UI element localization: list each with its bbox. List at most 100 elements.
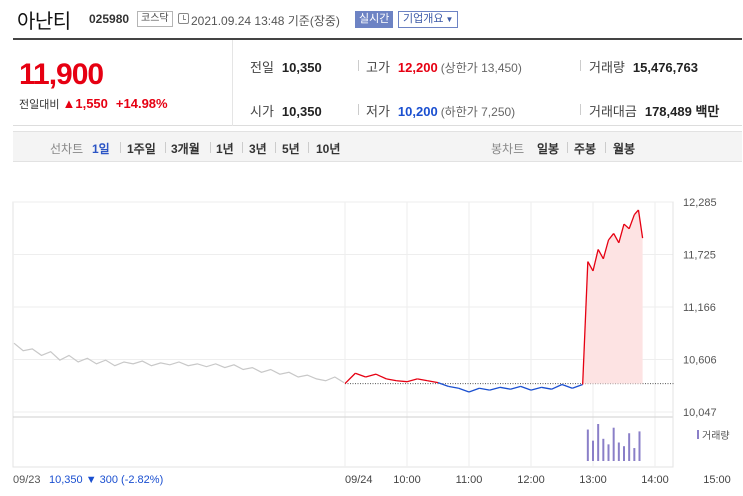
intraday-chart[interactable]: 12,285 11,725 11,166 10,606 10,047 거래량 09/23 1… xyxy=(0,190,743,496)
prev-close-label: 전일 xyxy=(250,60,274,75)
line-chart-label: 선차트 xyxy=(50,142,84,156)
volume-bar xyxy=(628,433,631,461)
today-series-segment xyxy=(582,261,589,385)
prev-close: 전일 10,350 xyxy=(250,57,322,76)
today-series-segment xyxy=(602,239,610,259)
prev-day-date: 09/23 xyxy=(13,474,41,486)
today-series-segment xyxy=(437,382,449,387)
volume-bar xyxy=(586,429,589,461)
separator xyxy=(358,60,359,71)
today-series-segment xyxy=(541,386,552,390)
today-series-segment xyxy=(468,387,480,393)
price-panel: 11,900 전일대비 ▲1,550 +14.98% 전일 10,350 시가 10,3… xyxy=(13,38,742,126)
volume-bar xyxy=(612,427,615,461)
today-series-segment xyxy=(530,386,542,391)
volume-bar xyxy=(623,446,625,461)
clock-icon xyxy=(178,13,189,24)
volume-legend-label: 거래량 xyxy=(702,430,730,442)
tab-monthly-candle[interactable]: 월봉 xyxy=(613,142,636,156)
today-series-segment xyxy=(637,209,644,239)
chart-frame xyxy=(12,201,674,468)
today-series-segment xyxy=(344,372,356,385)
prev-day-series xyxy=(13,342,345,384)
chevron-down-icon: ▼ xyxy=(445,15,454,24)
x-axis: 09/23 10,350 ▼ 300 (-2.82%) 09/24 10:00 11:0… xyxy=(13,474,731,486)
today-series-segment xyxy=(572,383,583,389)
tab-divider xyxy=(242,142,243,153)
volume-bar xyxy=(607,444,610,461)
candle-chart-label: 봉차트 xyxy=(491,142,525,156)
tab-1y[interactable]: 1년 xyxy=(216,142,234,156)
separator xyxy=(358,104,359,115)
company-overview-button[interactable]: 기업개요 ▼ xyxy=(398,11,459,28)
today-series-segment xyxy=(489,386,501,391)
y-tick-label: 11,725 xyxy=(683,250,716,262)
x-tick-label: 13:00 xyxy=(579,474,607,486)
today-series-segment xyxy=(633,209,639,216)
volume-bar xyxy=(617,442,620,461)
tab-divider xyxy=(567,142,568,153)
current-price: 11,900 xyxy=(19,58,104,91)
today-series-segment xyxy=(406,378,418,383)
market-badge: 코스닥 xyxy=(137,11,173,27)
high-price: 고가 12,200 (상한가 13,450) xyxy=(366,57,522,76)
separator xyxy=(580,60,581,71)
y-tick-label: 10,047 xyxy=(683,407,717,419)
today-series-segment xyxy=(396,380,408,383)
panel-divider xyxy=(232,40,233,126)
high-label: 고가 xyxy=(366,60,390,75)
x-tick-label: 11:00 xyxy=(456,474,483,486)
today-series-segment xyxy=(448,385,459,389)
volume-bar xyxy=(597,424,600,461)
prev-day-summary: 10,350 ▼ 300 (-2.82%) xyxy=(49,474,163,486)
tab-3m[interactable]: 3개월 xyxy=(171,142,200,156)
open-price: 시가 10,350 xyxy=(250,101,322,120)
volume-bar xyxy=(638,431,641,461)
today-series-segment xyxy=(375,373,387,380)
change-amount: 1,550 xyxy=(75,96,108,111)
tab-divider xyxy=(120,142,121,153)
tab-daily-candle[interactable]: 일봉 xyxy=(537,142,560,156)
y-axis: 12,285 11,725 11,166 10,606 10,047 거래량 xyxy=(683,197,730,442)
today-series-segment xyxy=(561,383,573,389)
today-series-segment xyxy=(479,387,490,391)
separator xyxy=(580,104,581,115)
today-series-segment xyxy=(510,385,521,390)
x-tick-label: 12:00 xyxy=(517,474,545,486)
low-label: 저가 xyxy=(366,104,390,119)
volume-bar xyxy=(602,438,605,461)
company-overview-label: 기업개요 xyxy=(403,13,444,25)
tab-1w[interactable]: 1주일 xyxy=(127,142,156,156)
volume-value: 15,476,763 xyxy=(632,60,698,75)
tab-1d[interactable]: 1일 xyxy=(92,142,110,156)
tab-10y[interactable]: 10년 xyxy=(316,142,341,156)
up-arrow-icon: ▲ xyxy=(62,96,76,111)
volume-bar xyxy=(592,440,594,461)
upper-limit: (상한가 13,450) xyxy=(440,61,522,75)
change-percent: +14.98% xyxy=(115,96,168,111)
volume-label: 거래량 xyxy=(589,60,625,75)
price-change: 전일대비 ▲1,550 +14.98% xyxy=(19,96,168,112)
stock-header: 아난티 025980 코스닥 2021.09.24 13:48 기준(장중) 실… xyxy=(0,0,743,38)
change-label: 전일대비 xyxy=(19,99,60,111)
realtime-button[interactable]: 실시간 xyxy=(355,11,394,28)
today-series-segment xyxy=(618,223,625,243)
high-value: 12,200 xyxy=(397,60,438,75)
today-line xyxy=(344,209,644,393)
tab-5y[interactable]: 5년 xyxy=(282,142,300,156)
timestamp: 2021.09.24 13:48 기준(장중) xyxy=(191,14,340,28)
tab-weekly-candle[interactable]: 주봉 xyxy=(574,142,597,156)
today-series-segment xyxy=(458,387,470,393)
today-series-segment xyxy=(613,233,620,244)
tab-3y[interactable]: 3년 xyxy=(249,142,267,156)
x-tick-label: 15:00 xyxy=(703,474,731,486)
y-tick-label: 12,285 xyxy=(683,197,717,209)
low-price: 저가 10,200 (하한가 7,250) xyxy=(366,101,515,120)
volume-bar xyxy=(633,448,636,461)
today-series-segment xyxy=(592,249,599,272)
trade-value-unit: 백만 xyxy=(695,104,720,119)
today-series-segment xyxy=(355,372,366,378)
chart-grid xyxy=(12,201,675,468)
tab-divider xyxy=(605,142,606,153)
today-series-segment xyxy=(365,373,377,378)
